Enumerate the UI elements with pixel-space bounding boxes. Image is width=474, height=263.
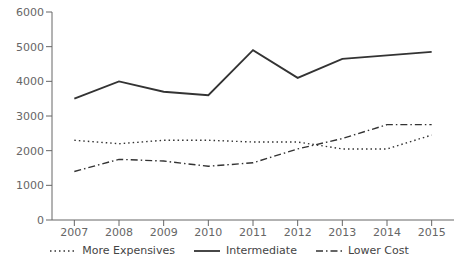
svg-text:2015: 2015 [418,226,446,239]
svg-text:2014: 2014 [373,226,401,239]
svg-text:6000: 6000 [16,6,44,19]
svg-text:2008: 2008 [105,226,133,239]
svg-text:2009: 2009 [150,226,178,239]
svg-text:4000: 4000 [16,75,44,88]
svg-text:2007: 2007 [60,226,88,239]
svg-text:3000: 3000 [16,110,44,123]
html-text:More Expensives: More Expensives [82,244,175,257]
svg-text:1000: 1000 [16,179,44,192]
html-text:Intermediate: Intermediate [225,244,297,257]
svg-text:2012: 2012 [284,226,312,239]
svg-text:2011: 2011 [239,226,267,239]
svg-text:2013: 2013 [328,226,356,239]
svg-text:2000: 2000 [16,145,44,158]
svg-text:5000: 5000 [16,41,44,54]
svg-text:0: 0 [37,214,44,227]
html-text:Lower Cost: Lower Cost [347,244,409,257]
svg-text:2010: 2010 [194,226,222,239]
